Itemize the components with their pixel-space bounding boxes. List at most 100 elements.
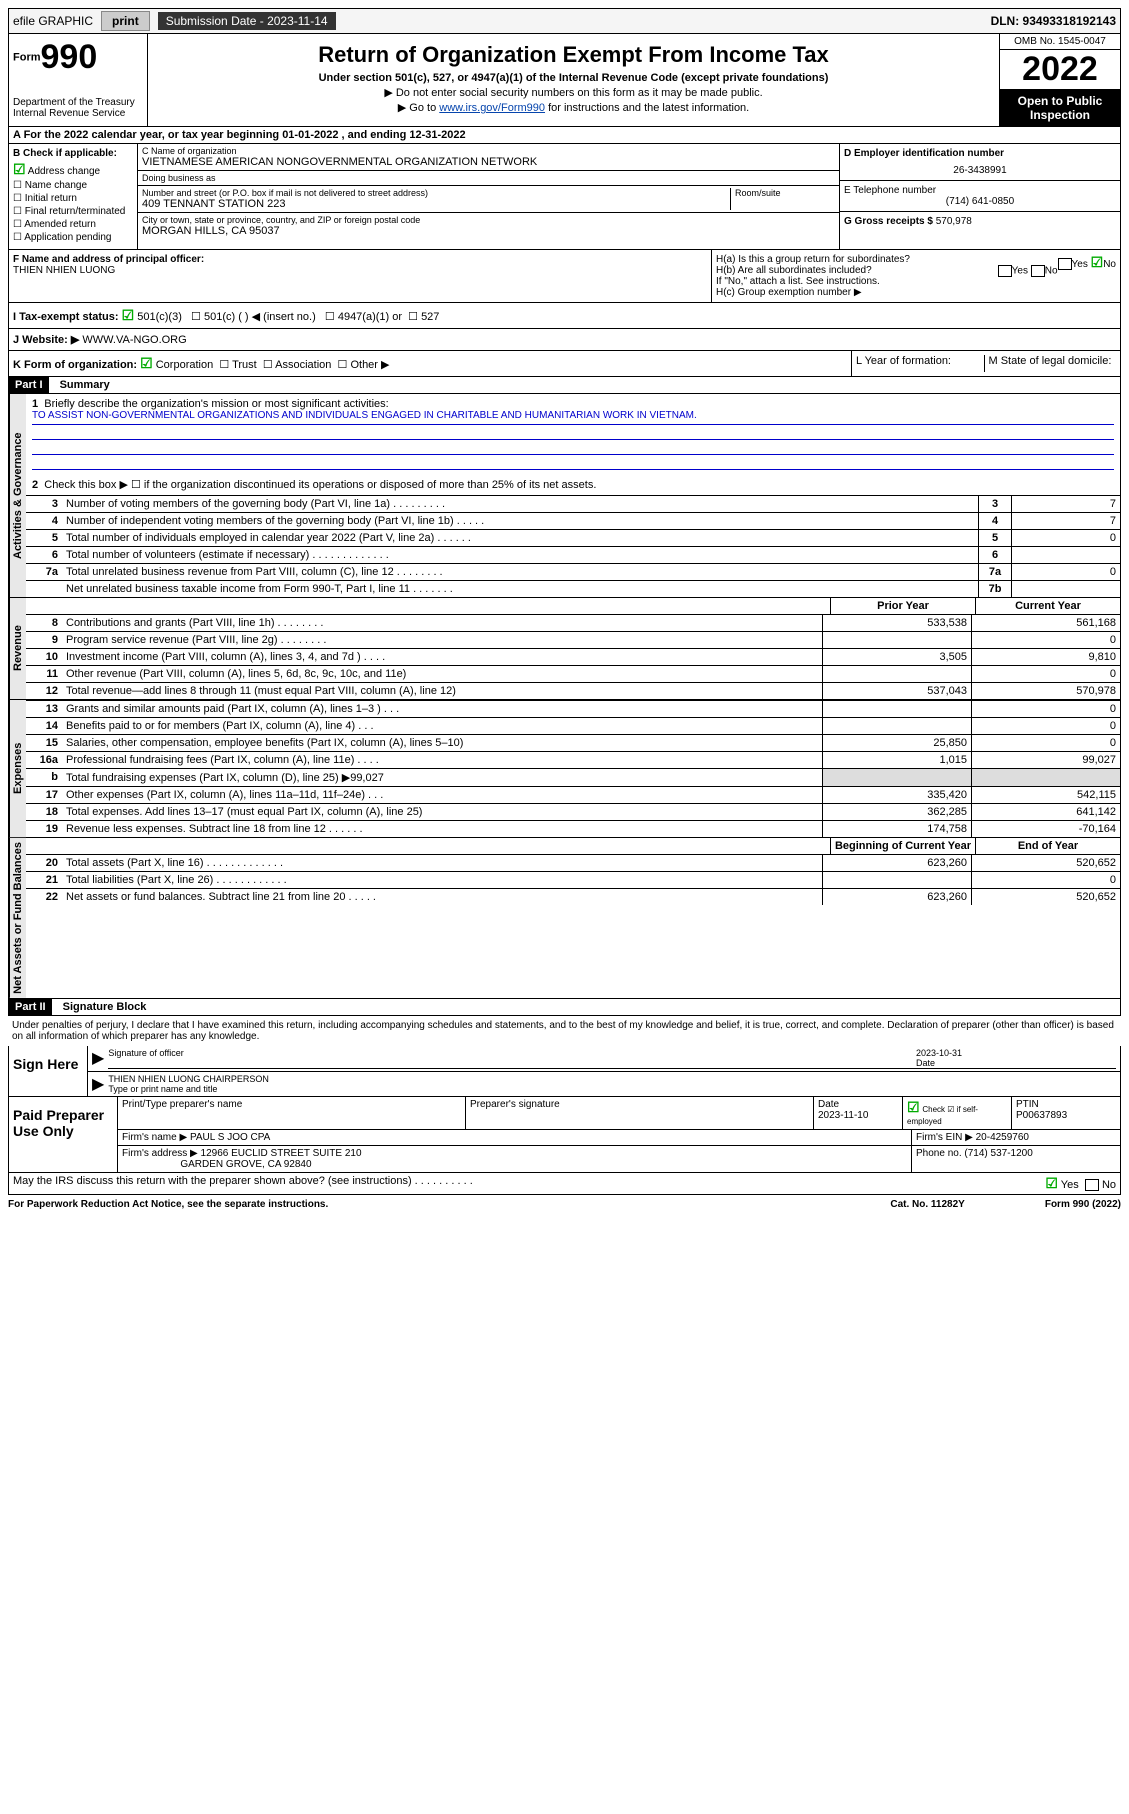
netassets-section: Net Assets or Fund Balances Beginning of… bbox=[8, 838, 1121, 999]
mission-text: TO ASSIST NON-GOVERNMENTAL ORGANIZATIONS… bbox=[32, 410, 1114, 425]
expenses-section: Expenses 13Grants and similar amounts pa… bbox=[8, 700, 1121, 838]
footer-left: For Paperwork Reduction Act Notice, see … bbox=[8, 1199, 890, 1210]
dba-label: Doing business as bbox=[142, 173, 835, 183]
sign-here-label: Sign Here bbox=[9, 1046, 87, 1096]
print-button[interactable]: print bbox=[101, 11, 150, 31]
chk-initial[interactable]: ☐ Initial return bbox=[13, 193, 133, 204]
perjury-declaration: Under penalties of perjury, I declare th… bbox=[8, 1016, 1121, 1046]
paid-preparer-label: Paid Preparer Use Only bbox=[9, 1097, 117, 1172]
chk-amended[interactable]: ☐ Amended return bbox=[13, 219, 133, 230]
summary-num-row: 4Number of independent voting members of… bbox=[26, 512, 1120, 529]
col-d-ein: D Employer identification number 26-3438… bbox=[839, 144, 1120, 249]
summary-rev-row: bTotal fundraising expenses (Part IX, co… bbox=[26, 768, 1120, 786]
chk-pending[interactable]: ☐ Application pending bbox=[13, 232, 133, 243]
summary-rev-row: 16aProfessional fundraising fees (Part I… bbox=[26, 751, 1120, 768]
check-icon: ☑ bbox=[1045, 1175, 1058, 1191]
summary-rev-row: 22Net assets or fund balances. Subtract … bbox=[26, 888, 1120, 905]
submission-date: Submission Date - 2023-11-14 bbox=[158, 12, 336, 30]
form-header: Form990 Department of the Treasury Inter… bbox=[8, 34, 1121, 127]
top-bar: efile GRAPHIC print Submission Date - 20… bbox=[8, 8, 1121, 34]
may-irs-row: May the IRS discuss this return with the… bbox=[8, 1173, 1121, 1195]
officer-label: F Name and address of principal officer: bbox=[13, 254, 707, 265]
state-domicile-label: M State of legal domicile: bbox=[984, 355, 1117, 372]
form-title: Return of Organization Exempt From Incom… bbox=[152, 42, 995, 68]
summary-num-row: Net unrelated business taxable income fr… bbox=[26, 580, 1120, 597]
check-icon: ☑ bbox=[1091, 254, 1104, 270]
gross-label: G Gross receipts $ bbox=[844, 216, 933, 227]
summary-rev-row: 10Investment income (Part VIII, column (… bbox=[26, 648, 1120, 665]
summary-num-row: 3Number of voting members of the governi… bbox=[26, 495, 1120, 512]
org-name-label: C Name of organization bbox=[142, 146, 835, 156]
website-value: WWW.VA-NGO.ORG bbox=[82, 334, 186, 346]
check-icon: ☑ bbox=[122, 307, 135, 323]
end-year-header: End of Year bbox=[975, 838, 1120, 854]
governance-section: Activities & Governance 1 Briefly descri… bbox=[8, 394, 1121, 598]
city-value: MORGAN HILLS, CA 95037 bbox=[142, 225, 835, 237]
side-netassets: Net Assets or Fund Balances bbox=[9, 838, 26, 998]
summary-num-row: 5Total number of individuals employed in… bbox=[26, 529, 1120, 546]
check-self-employed[interactable]: ☑ Check ☑ if self-employed bbox=[903, 1097, 1012, 1129]
irs-label: Internal Revenue Service bbox=[13, 108, 143, 119]
chk-address-change[interactable]: ☑ Address change bbox=[13, 161, 133, 178]
form-org-label: K Form of organization: bbox=[13, 359, 137, 371]
summary-rev-row: 19Revenue less expenses. Subtract line 1… bbox=[26, 820, 1120, 837]
part2-bar: Part II Signature Block bbox=[8, 999, 1121, 1016]
chk-name-change[interactable]: ☐ Name change bbox=[13, 180, 133, 191]
identity-grid: B Check if applicable: ☑ Address change … bbox=[8, 144, 1121, 250]
year-formation-label: L Year of formation: bbox=[856, 355, 984, 372]
hb-note: If "No," attach a list. See instructions… bbox=[716, 276, 1116, 287]
hb-label: H(b) Are all subordinates included? bbox=[716, 265, 872, 276]
tax-year: 2022 bbox=[1000, 50, 1120, 90]
part1-header: Part I bbox=[9, 377, 49, 393]
summary-rev-row: 18Total expenses. Add lines 13–17 (must … bbox=[26, 803, 1120, 820]
sig-date-value: 2023-10-31 bbox=[916, 1048, 1116, 1058]
paid-preparer-block: Paid Preparer Use Only Print/Type prepar… bbox=[8, 1097, 1121, 1173]
sign-here-block: Sign Here ▶ Signature of officer 2023-10… bbox=[8, 1046, 1121, 1097]
dln-label: DLN: 93493318192143 bbox=[991, 14, 1116, 28]
room-label: Room/suite bbox=[735, 188, 835, 198]
prep-name-label: Print/Type preparer's name bbox=[118, 1097, 466, 1129]
side-expenses: Expenses bbox=[9, 700, 26, 837]
summary-rev-row: 9Program service revenue (Part VIII, lin… bbox=[26, 631, 1120, 648]
side-governance: Activities & Governance bbox=[9, 394, 26, 597]
line1-label: Briefly describe the organization's miss… bbox=[44, 398, 388, 410]
arrow-icon: ▶ bbox=[92, 1048, 104, 1069]
summary-rev-row: 14Benefits paid to or for members (Part … bbox=[26, 717, 1120, 734]
addr-label: Number and street (or P.O. box if mail i… bbox=[142, 188, 730, 198]
footer-mid: Cat. No. 11282Y bbox=[890, 1199, 964, 1210]
omb-number: OMB No. 1545-0047 bbox=[1000, 34, 1120, 50]
prep-sig-label: Preparer's signature bbox=[466, 1097, 814, 1129]
chk-final[interactable]: ☐ Final return/terminated bbox=[13, 206, 133, 217]
row-a-period: A For the 2022 calendar year, or tax yea… bbox=[8, 127, 1121, 144]
hc-label: H(c) Group exemption number ▶ bbox=[716, 287, 1116, 298]
part1-title: Summary bbox=[52, 379, 110, 391]
summary-rev-row: 13Grants and similar amounts paid (Part … bbox=[26, 700, 1120, 717]
revenue-section: Revenue Prior Year Current Year 8Contrib… bbox=[8, 598, 1121, 700]
form-label: Form bbox=[13, 51, 41, 63]
side-revenue: Revenue bbox=[9, 598, 26, 699]
note-ssn: ▶ Do not enter social security numbers o… bbox=[152, 86, 995, 99]
open-inspection: Open to Public Inspection bbox=[1000, 90, 1120, 126]
part2-title: Signature Block bbox=[55, 1001, 147, 1013]
form-number: 990 bbox=[41, 38, 98, 76]
current-year-header: Current Year bbox=[975, 598, 1120, 614]
ha-label: H(a) Is this a group return for subordin… bbox=[716, 254, 910, 265]
website-label: J Website: ▶ bbox=[13, 334, 79, 346]
line2-label: Check this box ▶ ☐ if the organization d… bbox=[44, 479, 596, 491]
addr-value: 409 TENNANT STATION 223 bbox=[142, 198, 730, 210]
irs-link[interactable]: www.irs.gov/Form990 bbox=[439, 102, 545, 114]
officer-name: THIEN NHIEN LUONG bbox=[13, 265, 707, 276]
tax-status-label: I Tax-exempt status: bbox=[13, 311, 119, 323]
summary-num-row: 7aTotal unrelated business revenue from … bbox=[26, 563, 1120, 580]
check-icon: ☑ bbox=[13, 161, 26, 177]
summary-rev-row: 11Other revenue (Part VIII, column (A), … bbox=[26, 665, 1120, 682]
gross-value: 570,978 bbox=[936, 216, 972, 227]
col-c-org: C Name of organization VIETNAMESE AMERIC… bbox=[138, 144, 839, 249]
row-fh: F Name and address of principal officer:… bbox=[8, 250, 1121, 303]
dept-label: Department of the Treasury bbox=[13, 97, 143, 108]
org-name: VIETNAMESE AMERICAN NONGOVERNMENTAL ORGA… bbox=[142, 156, 835, 168]
summary-rev-row: 17Other expenses (Part IX, column (A), l… bbox=[26, 786, 1120, 803]
form-subtitle: Under section 501(c), 527, or 4947(a)(1)… bbox=[152, 72, 995, 84]
note-goto-post: for instructions and the latest informat… bbox=[545, 102, 749, 114]
footer-right: Form 990 (2022) bbox=[1045, 1199, 1121, 1210]
